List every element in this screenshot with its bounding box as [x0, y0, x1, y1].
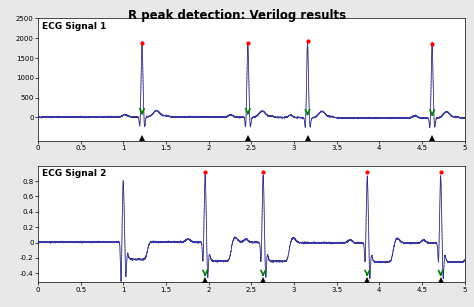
Text: ECG Signal 2: ECG Signal 2: [42, 169, 107, 178]
Text: ECG Signal 1: ECG Signal 1: [42, 22, 107, 31]
Text: R peak detection: Verilog results: R peak detection: Verilog results: [128, 9, 346, 22]
